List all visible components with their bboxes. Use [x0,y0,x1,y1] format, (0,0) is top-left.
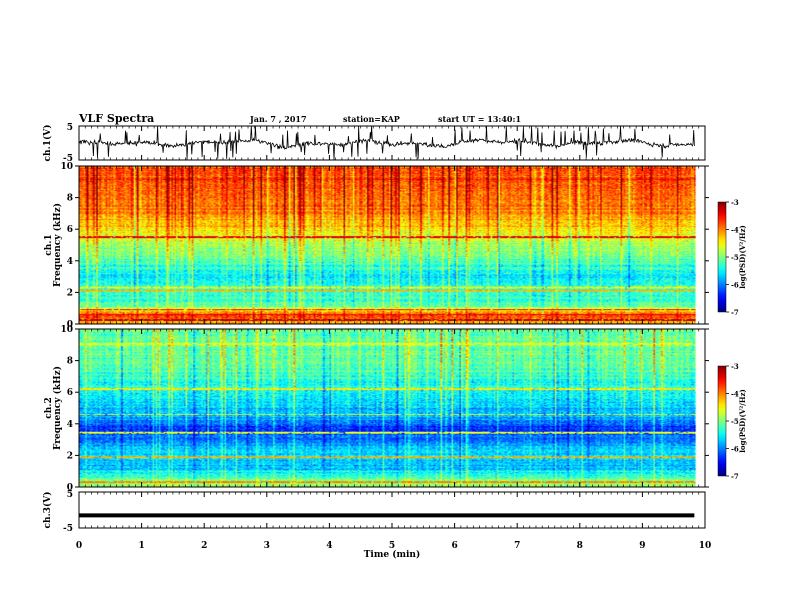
station-label: station=KAP [343,114,400,124]
ch3-ytick-bottom: -5 [63,524,73,534]
ch1-spectrogram-ytick-label: 0 [67,320,73,330]
ch1-spectrogram-ytick-label: 4 [67,257,73,267]
ch2-spectrogram-label: ch.2 [44,397,54,418]
ch2-spectrogram-heatmap [79,329,705,487]
ch2-spectrogram-ytick-label: 10 [60,325,73,335]
ch1-colorbar: -3 -4 -5 -6 -7 log(PSD)(V²/Hz) [717,198,747,317]
start-time-label: start UT = 13:40:1 [438,114,521,124]
ch2-spectrogram-colorbar-tick-label: -5 [731,417,739,426]
time-tick-label: 7 [514,541,520,551]
ch2-frequency-label: Frequency (kHz) [52,366,63,450]
ch1-spectrogram-ytick-label: 6 [67,225,73,235]
time-tick-label: 8 [577,541,583,551]
ch1-frequency-label: Frequency (kHz) [52,203,63,287]
ch2-spectrogram-ytick-label: 6 [67,388,73,398]
ch1-spectrogram-label: ch.1 [44,234,54,255]
ch1-spectrogram-ytick-label: 8 [67,194,73,204]
time-tick-label: 10 [699,541,712,551]
time-ticks: 0 1 2 3 4 5 6 7 8 9 10 [76,126,711,551]
ch3-waveform-panel: 5 -5 ch.3(V) [42,490,706,534]
figure-title: VLF Spectra [78,112,154,125]
ch2-spectrogram-ytick-label: 4 [67,420,73,430]
ch1-spectrogram-heatmap [79,166,705,324]
time-tick-label: 6 [451,541,457,551]
ch2-spectrogram-colorbar-tick-label: -7 [731,472,739,481]
time-tick-label: 9 [639,541,645,551]
time-tick-label: 0 [76,541,82,551]
time-axis-label: Time (min) [364,549,421,560]
ch1-spectrogram-colorbar-tick-label: -7 [731,308,739,317]
ch3-ytick-top: 5 [67,490,73,500]
ch1-colorbar-label: log(PSD)(V²/Hz) [738,225,747,289]
ch2-spectrogram-colorbar-tick-label: -4 [731,390,739,399]
ch2-colorbar: -3 -4 -5 -6 -7 log(PSD)(V²/Hz) [717,362,747,481]
ch1-freq-ticks: 0 2 4 6 8 10 [60,162,709,330]
ch1-spectrogram-panel: 0 2 4 6 8 10 ch.1 Frequency (kHz) [44,162,709,330]
time-tick-label: 2 [201,541,207,551]
ch1-spectrogram-ytick-label: 10 [60,162,73,172]
ch2-freq-ticks: 0 2 4 6 8 10 [60,325,709,493]
ch1-waveform-panel: 5 -5 ch.1(V) [42,123,706,164]
ch1-waveform-ylabel: ch.1(V) [42,125,53,162]
ch1-spectrogram-colorbar-tick-label: -4 [731,226,739,235]
ch2-spectrogram-ytick-label: 0 [67,483,73,493]
ch1-ytick-top: 5 [67,123,73,133]
time-tick-label: 3 [264,541,270,551]
ch1-waveform-line [78,125,695,161]
ch1-spectrogram-ytick-label: 2 [67,288,73,298]
ch2-spectrogram-colorbar-tick-label: -3 [731,362,739,371]
ch2-spectrogram-ytick-label: 2 [67,451,73,461]
ch1-ytick-bottom: -5 [63,154,73,164]
time-tick-label: 1 [138,541,144,551]
ch2-spectrogram-panel: 0 2 4 6 8 10 ch.2 Frequency (kHz) [44,325,709,493]
time-tick-label: 5 [389,541,395,551]
ch1-spectrogram-colorbar-tick-label: -5 [731,253,739,262]
ch1-spectrogram-colorbar-tick-label: -6 [731,281,739,290]
date-label: Jan. 7 , 2017 [249,114,307,124]
ch2-spectrogram-ytick-label: 8 [67,357,73,367]
ch2-spectrogram-colorbar-tick-label: -6 [731,445,739,454]
ch3-waveform-ylabel: ch.3(V) [42,492,53,529]
time-tick-label: 4 [326,541,332,551]
ch1-spectrogram-colorbar-tick-label: -3 [731,198,739,207]
ch2-colorbar-label: log(PSD)(V²/Hz) [738,389,747,453]
